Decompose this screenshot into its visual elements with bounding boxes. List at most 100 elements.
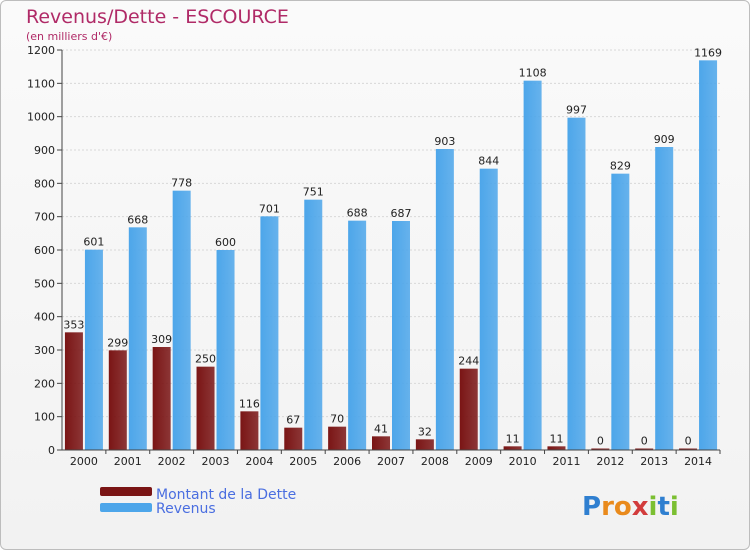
- value-label: 11: [506, 432, 520, 445]
- y-tick-label: 1100: [27, 77, 55, 90]
- bar-revenus: [216, 250, 235, 450]
- bar-dette: [503, 446, 522, 450]
- value-label: 0: [641, 435, 648, 448]
- proxiti-logo: Proxiti: [582, 492, 679, 522]
- bar-dette: [64, 332, 83, 450]
- value-label: 250: [195, 353, 216, 366]
- value-label: 32: [418, 425, 432, 438]
- x-tick-label: 2005: [289, 455, 317, 468]
- y-tick-label: 900: [34, 144, 55, 157]
- logo-letter: i: [670, 492, 679, 522]
- y-tick-label: 1200: [27, 44, 55, 57]
- logo-letter: o: [614, 492, 632, 522]
- x-tick-label: 2000: [70, 455, 98, 468]
- x-tick-label: 2006: [333, 455, 361, 468]
- x-tick-label: 2003: [202, 455, 230, 468]
- logo-letter: x: [632, 492, 649, 522]
- x-tick-label: 2013: [640, 455, 668, 468]
- legend: Montant de la Dette Revenus: [100, 487, 296, 517]
- x-tick-label: 2007: [377, 455, 405, 468]
- x-tick-label: 2004: [245, 455, 273, 468]
- value-labels: 353 601 299 668 309 778 250 600 116 701 67 751 70 688…: [63, 46, 722, 447]
- bar-revenus: [479, 168, 498, 450]
- value-label: 0: [685, 435, 692, 448]
- bar-revenus: [392, 221, 410, 450]
- bar-revenus: [128, 227, 147, 450]
- value-label: 353: [63, 318, 84, 331]
- bar-revenus: [699, 60, 718, 450]
- y-tick-label: 400: [34, 311, 55, 324]
- value-label: 903: [434, 135, 455, 148]
- bar-revenus: [304, 199, 323, 450]
- x-tick-label: 2008: [421, 455, 449, 468]
- bar-revenus: [655, 147, 674, 450]
- bar-dette: [328, 426, 347, 450]
- y-tick-label: 200: [34, 377, 55, 390]
- value-label: 909: [654, 133, 675, 146]
- x-tick-label: 2009: [465, 455, 493, 468]
- value-label: 0: [597, 435, 604, 448]
- legend-swatch-revenus: [100, 503, 152, 512]
- bar-dette: [196, 366, 215, 450]
- value-label: 600: [215, 236, 236, 249]
- bar-revenus: [348, 220, 367, 450]
- bar-revenus: [260, 216, 279, 450]
- value-label: 844: [478, 155, 499, 168]
- x-tick-label: 2002: [158, 455, 186, 468]
- x-tick-label: 2001: [114, 455, 142, 468]
- value-label: 11: [549, 432, 563, 445]
- legend-label-dette: Montant de la Dette: [156, 487, 296, 503]
- value-label: 309: [151, 333, 172, 346]
- bar-revenus: [523, 80, 542, 451]
- value-label: 687: [391, 207, 412, 220]
- y-tick-label: 1000: [27, 111, 55, 124]
- bar-dette: [459, 368, 478, 450]
- logo-letter: t: [657, 492, 669, 522]
- value-label: 601: [83, 236, 104, 249]
- value-label: 1108: [519, 67, 547, 80]
- axes: 0100200300400500600700800900100011001200…: [27, 44, 721, 468]
- x-tick-label: 2014: [684, 455, 712, 468]
- bar-dette: [547, 446, 566, 450]
- chart-subtitle: (en milliers d'€): [26, 30, 112, 43]
- y-tick-label: 0: [48, 444, 55, 457]
- bar-dette: [152, 347, 171, 450]
- chart-title: Revenus/Dette - ESCOURCE: [26, 6, 289, 28]
- y-tick-label: 300: [34, 344, 55, 357]
- value-label: 70: [330, 413, 344, 426]
- y-tick-label: 500: [34, 277, 55, 290]
- value-label: 244: [458, 355, 479, 368]
- bar-dette: [240, 411, 259, 450]
- value-label: 116: [239, 397, 260, 410]
- value-label: 1169: [694, 46, 722, 59]
- x-tick-label: 2012: [596, 455, 624, 468]
- bar-dette: [108, 350, 127, 450]
- legend-label-revenus: Revenus: [156, 501, 216, 517]
- bar-revenus: [567, 117, 586, 451]
- x-tick-label: 2010: [509, 455, 537, 468]
- legend-swatch-dette: [100, 487, 152, 496]
- bar-dette: [284, 427, 303, 450]
- bar-dette: [591, 448, 610, 450]
- bar-dette: [415, 439, 434, 450]
- bars: [64, 60, 718, 451]
- y-tick-label: 800: [34, 177, 55, 190]
- logo-letter: r: [601, 492, 614, 522]
- value-label: 41: [374, 422, 388, 435]
- bar-revenus: [84, 249, 103, 450]
- bar-dette: [372, 436, 390, 450]
- y-tick-label: 600: [34, 244, 55, 257]
- value-label: 751: [303, 186, 324, 199]
- logo-letter: P: [582, 492, 601, 522]
- y-tick-label: 700: [34, 211, 55, 224]
- value-label: 688: [347, 207, 368, 220]
- value-label: 701: [259, 202, 280, 215]
- bar-dette: [679, 448, 698, 450]
- x-tick-label: 2011: [552, 455, 580, 468]
- value-label: 668: [127, 213, 148, 226]
- bar-dette: [635, 448, 654, 450]
- value-label: 67: [286, 414, 300, 427]
- value-label: 997: [566, 104, 587, 117]
- value-label: 829: [610, 160, 631, 173]
